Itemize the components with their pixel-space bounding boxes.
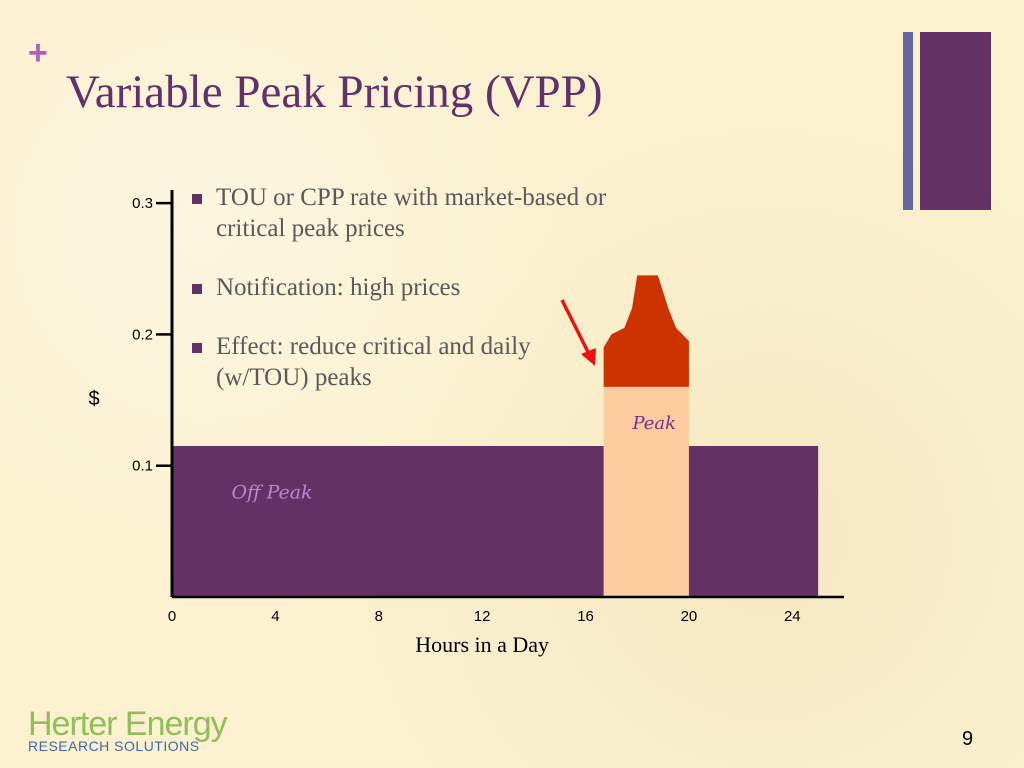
company-logo: Herter Energy RESEARCH SOLUTIONS [28, 705, 228, 754]
x-tick-label: 12 [474, 608, 491, 625]
y-tick-label: 0.1 [132, 458, 153, 475]
x-tick-label: 8 [375, 608, 383, 625]
bullet-item-effect: Effect: reduce critical and daily (w/TOU… [190, 331, 610, 393]
label-peak: Peak [631, 413, 676, 434]
accent-bar-thin [903, 32, 913, 210]
page-number: 9 [962, 728, 974, 750]
arrow-head-icon [581, 348, 596, 366]
x-tick-label: 4 [271, 608, 279, 625]
x-tick-label: 24 [784, 608, 801, 625]
logo-main-text: Herter Energy [28, 705, 228, 743]
bullet-item-notification: Notification: high prices [190, 272, 610, 303]
y-axis-label: $ [88, 388, 99, 410]
critical-peak-area [603, 275, 689, 387]
page-title: Variable Peak Pricing (VPP) [66, 66, 603, 118]
x-tick-label: 20 [681, 608, 698, 625]
bullet-item-rate: TOU or CPP rate with market-based or cri… [190, 182, 610, 244]
plus-icon: + [28, 34, 48, 72]
y-tick-label: 0.3 [132, 195, 153, 212]
label-off-peak: Off Peak [231, 482, 312, 504]
x-tick-label: 0 [168, 608, 176, 625]
x-tick-label: 16 [577, 608, 594, 625]
logo-sub-text: RESEARCH SOLUTIONS [28, 738, 200, 754]
accent-bar-wide [920, 32, 991, 210]
bullet-list: TOU or CPP rate with market-based or cri… [190, 182, 610, 421]
x-axis-label: Hours in a Day [415, 632, 549, 657]
arrow-shaft [560, 299, 591, 355]
y-tick-label: 0.2 [132, 326, 153, 343]
region-peak [603, 386, 689, 597]
region-off-peak [172, 446, 819, 597]
